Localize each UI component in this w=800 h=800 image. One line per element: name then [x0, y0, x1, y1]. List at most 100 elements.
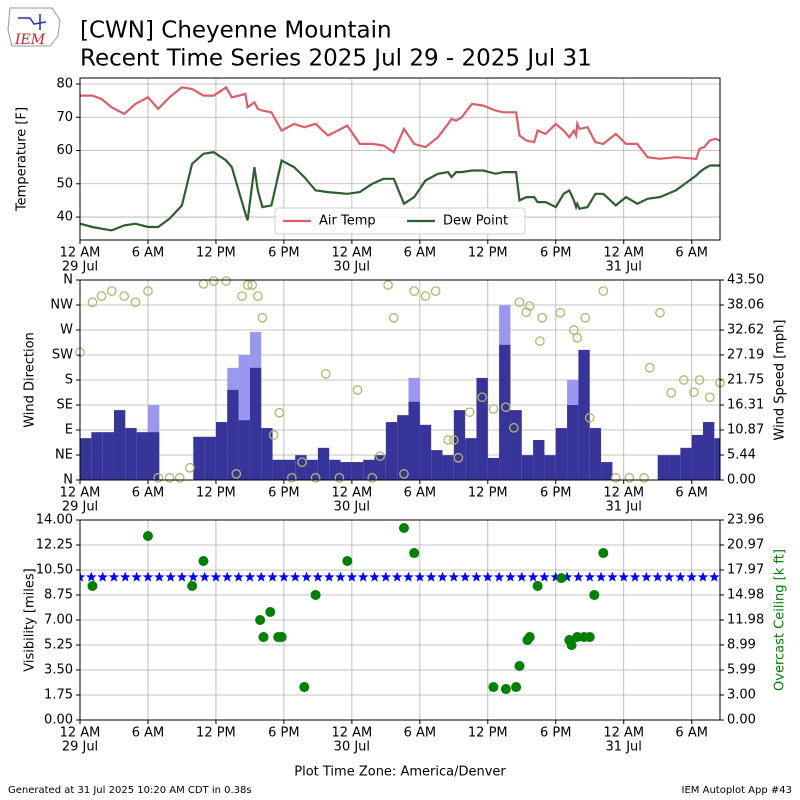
wind-direction-point [464, 407, 475, 418]
visibility-star [652, 571, 663, 582]
y-tick-label: 5.25 [44, 638, 73, 653]
y-tick-label: N [63, 273, 73, 288]
title: [CWN] Cheyenne Mountain [80, 18, 392, 44]
visibility-star [391, 571, 403, 582]
wind-bar [80, 438, 92, 480]
ceiling-point [589, 589, 600, 600]
visibility-star [629, 571, 641, 582]
wind-direction-point [448, 435, 459, 445]
x-date-label: 31 Jul [606, 500, 642, 515]
visibility-star [550, 571, 561, 582]
ceiling-point [511, 682, 522, 693]
visibility-star [165, 571, 176, 582]
visibility-star [618, 571, 629, 582]
y2-tick-label: 3.00 [727, 687, 756, 702]
wind-bar [703, 422, 715, 480]
visibility-star [561, 571, 573, 582]
x-tick-label: 12 PM [196, 726, 236, 741]
x-tick-label: 6 PM [540, 726, 571, 741]
wind-bar [397, 415, 409, 480]
wind-direction-point [409, 286, 420, 296]
visibility-star [323, 571, 335, 582]
visibility-star [403, 571, 414, 582]
y2-tick-label: 32.62 [727, 323, 764, 338]
legend-box [274, 207, 526, 235]
wind-direction-point [242, 280, 253, 290]
wind-bar [295, 455, 307, 480]
ceiling-point [584, 632, 595, 643]
x-date-label: 29 Jul [62, 260, 98, 275]
wind-bar [385, 422, 398, 480]
ceiling-point [276, 632, 287, 643]
footer-right: IEM Autoplot App #43 [682, 785, 792, 796]
y-axis-label: Wind Direction [23, 332, 38, 428]
wind-direction-point [598, 286, 609, 296]
wind-direction-point [501, 402, 511, 413]
wind-bar [272, 459, 284, 480]
wind-direction-point [208, 276, 219, 286]
wind-direction-point [375, 451, 386, 461]
wind-bar [476, 377, 488, 480]
y2-tick-label: 20.97 [727, 537, 764, 552]
x-tick-label: 6 AM [404, 486, 437, 501]
x-tick-label: 12 AM [331, 726, 372, 741]
y-tick-label: SE [57, 398, 73, 413]
wind-bar [204, 436, 216, 480]
y-tick-label: NE [55, 448, 73, 463]
x-tick-label: 6 PM [540, 246, 571, 261]
wind-bar [238, 420, 250, 480]
wind-direction-point [252, 291, 263, 301]
wind-direction-point [477, 392, 487, 403]
visibility-star [97, 571, 108, 582]
ceiling-point [310, 589, 321, 600]
y-tick-label: 0.00 [44, 713, 73, 728]
y-tick-label: SW [52, 348, 73, 363]
x-date-label: 29 Jul [62, 500, 98, 515]
y2-tick-label: 5.99 [727, 663, 756, 678]
plot-frame [79, 519, 721, 721]
y-tick-label: 7.00 [44, 613, 73, 628]
wind-direction-point [130, 297, 141, 308]
wind-bar [363, 459, 375, 480]
visibility-star [267, 571, 278, 582]
wind-direction-point [399, 469, 409, 479]
wind-direction-point [237, 291, 247, 301]
ceiling-point [187, 581, 198, 592]
x-tick-label: 6 PM [540, 486, 571, 501]
panel: 12 AM 6 AM 12 PM 6 PM 12 AM 6 AM 12 PM 6 PM 12 A… [15, 76, 721, 275]
visibility-star [663, 571, 675, 582]
wind-bar [544, 455, 556, 480]
x-tick-label: 6 PM [268, 246, 299, 261]
wind-direction-point [119, 291, 130, 301]
panel: 12 AM 6 AM 12 PM 6 PM 12 AM 6 AM 12 PM 6 PM 12 A… [23, 273, 788, 515]
x-tick-label: 12 PM [468, 486, 508, 501]
visibility-star [516, 571, 527, 582]
line-series [80, 85, 720, 160]
y2-tick-label: 5.44 [727, 447, 756, 462]
wind-bar [408, 401, 420, 480]
x-axis-label: Plot Time Zone: America/Denver [294, 765, 506, 780]
y-tick-label: N [63, 473, 73, 488]
legend: Air Temp Dew Point [274, 207, 526, 235]
x-tick-label: 12 AM [60, 246, 101, 261]
line-series [80, 151, 720, 232]
plot-frame [79, 77, 721, 241]
ceiling-point [598, 548, 609, 559]
y2-tick-label: 14.98 [727, 587, 764, 602]
x-tick-label: 12 AM [603, 486, 644, 501]
visibility-star [188, 571, 199, 582]
y-tick-label: 70 [56, 110, 73, 125]
visibility-star [607, 571, 618, 582]
wind-direction-point [153, 472, 164, 483]
plot-frame [79, 279, 721, 481]
y-tick-label: 40 [56, 210, 73, 225]
y-tick-label: 60 [56, 143, 73, 158]
wind-bar [351, 462, 364, 480]
wind-direction-point [310, 472, 321, 483]
x-tick-label: 12 PM [196, 246, 236, 261]
wind-direction-point [514, 297, 525, 308]
wind-direction-point [488, 404, 499, 414]
wind-direction-point [610, 472, 621, 483]
wind-direction-point [268, 430, 279, 440]
x-tick-label: 6 AM [404, 726, 437, 741]
